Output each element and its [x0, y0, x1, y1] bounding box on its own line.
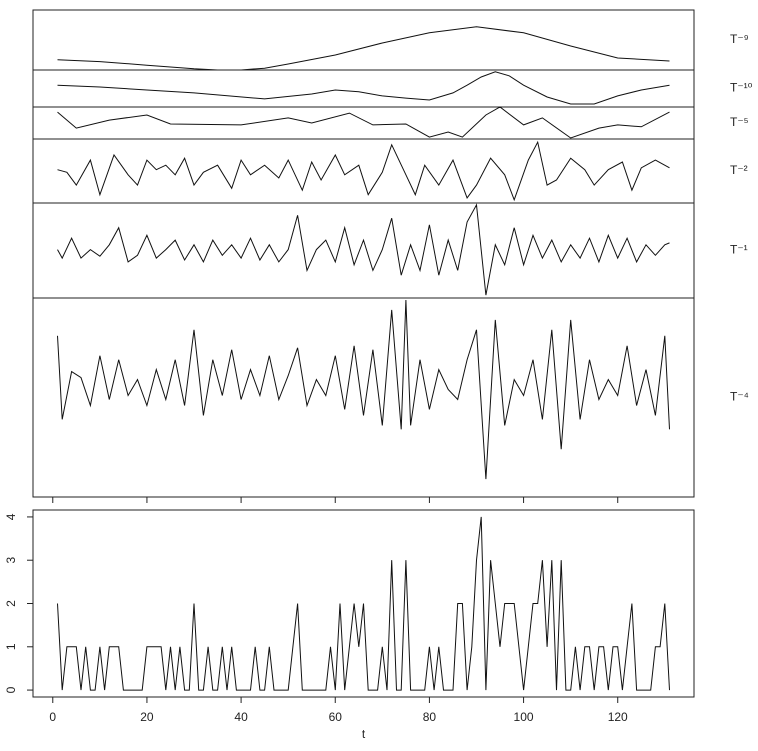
x-axis-label: t: [362, 727, 366, 741]
y-tick-label: 0: [4, 686, 18, 693]
panel-label: T⁻¹⁰: [730, 81, 753, 95]
series-line: [57, 140, 670, 202]
y-tick-label: 2: [4, 600, 18, 607]
panel-label: T⁻²: [730, 163, 748, 177]
x-tick-label: 80: [423, 710, 437, 724]
series-line: [57, 106, 670, 139]
x-tick-label: 100: [514, 710, 534, 724]
panel-label: T⁻¹: [730, 243, 748, 257]
series-line: [57, 299, 670, 480]
series-line: [57, 26, 670, 71]
series-line: [57, 516, 670, 691]
x-tick-label: 0: [49, 710, 56, 724]
panel-frame: [32, 297, 695, 498]
y-tick-label: 4: [4, 513, 18, 520]
series-line: [57, 203, 670, 296]
panel-label: T⁻⁴: [730, 390, 749, 404]
series-line: [57, 71, 670, 105]
y-tick-label: 3: [4, 557, 18, 564]
x-tick-label: 60: [329, 710, 343, 724]
panel-label: T⁻⁵: [730, 115, 749, 129]
x-tick-label: 20: [140, 710, 154, 724]
y-tick-label: 1: [4, 643, 18, 650]
x-tick-label: 40: [234, 710, 248, 724]
x-tick-label: 120: [608, 710, 628, 724]
panel-label: T⁻⁹: [730, 32, 749, 46]
